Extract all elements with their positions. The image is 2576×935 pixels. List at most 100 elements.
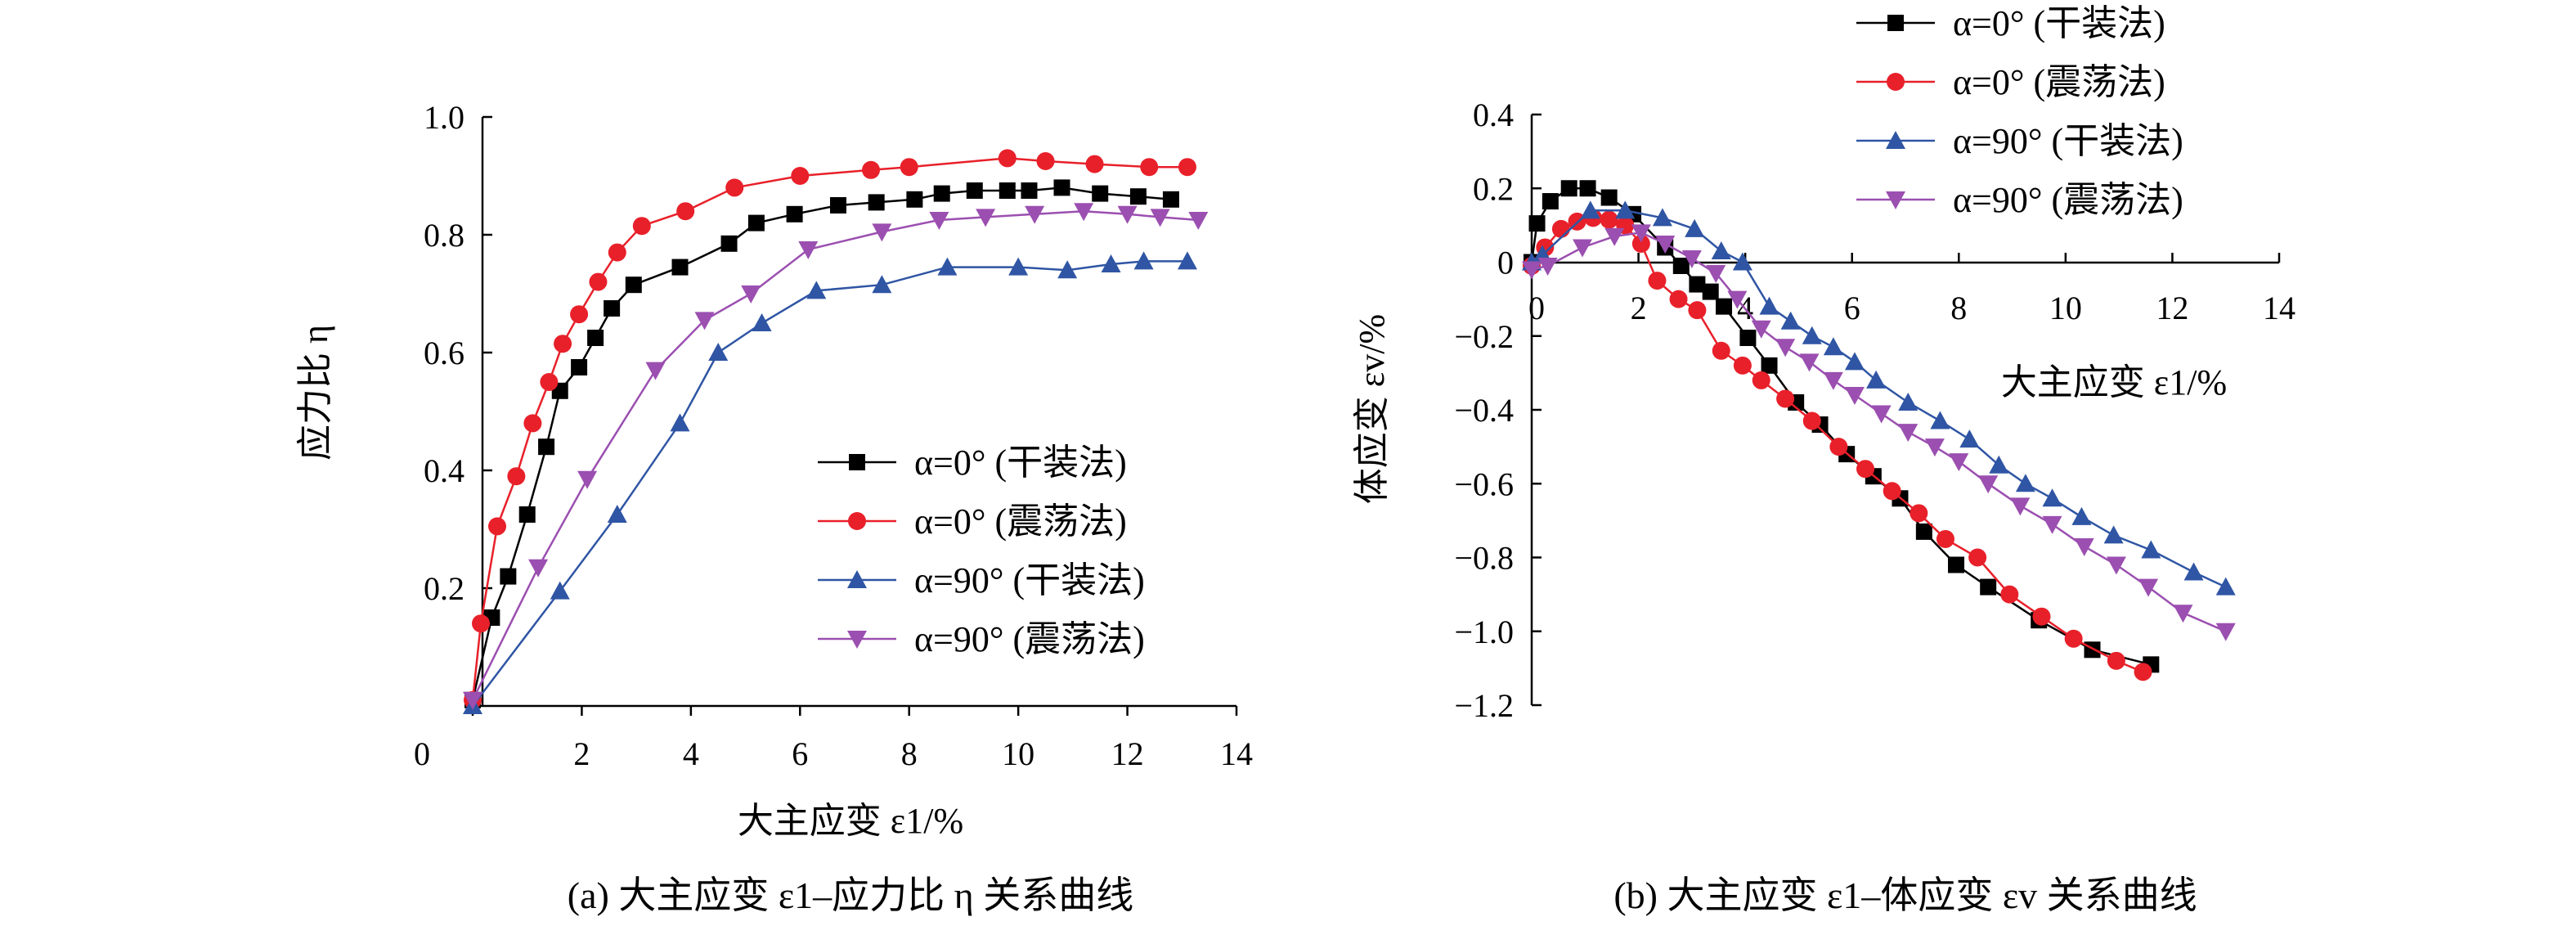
data-point [1652, 208, 1672, 227]
data-point [741, 285, 761, 303]
series-circle [464, 149, 1196, 709]
data-point [2107, 651, 2125, 670]
data-point [1688, 301, 1707, 320]
data-point [1802, 326, 1822, 344]
data-point [1101, 254, 1121, 272]
data-point [1036, 152, 1055, 170]
data-point [2141, 540, 2161, 559]
data-point [1551, 219, 1570, 238]
data-point [2042, 488, 2062, 507]
panel-a-axes: 0 2 4 6 8 10 12 14 0.2 0.4 0.6 0.8 1.0 [414, 99, 1253, 772]
data-point [518, 506, 536, 523]
data-point [550, 581, 570, 600]
data-point [862, 160, 881, 179]
data-point [1615, 200, 1636, 219]
data-point [528, 559, 549, 578]
data-point [1823, 337, 1843, 356]
x-tick-label: 2 [573, 735, 590, 772]
data-point [1716, 298, 1733, 315]
data-point [1910, 504, 1928, 523]
series-line [1530, 187, 2152, 666]
data-point [570, 305, 589, 324]
data-point [1959, 429, 1980, 448]
data-point [2064, 629, 2083, 648]
data-point [1188, 212, 1209, 230]
x-tick-label: 2 [1631, 290, 1647, 326]
data-point [1733, 356, 1752, 375]
data-point [1177, 251, 1197, 270]
data-point [2015, 474, 2035, 492]
panel-b-legend: α=0° (干装法) α=0° (震荡法) α=90° (干装法) α=90° (震荡… [1856, 3, 2183, 220]
data-point [1799, 353, 1820, 372]
legend-label: α=90° (震荡法) [1953, 180, 2183, 220]
data-point [1604, 227, 1625, 246]
data-point [1829, 438, 1848, 456]
data-point [1732, 252, 1752, 271]
data-point [1631, 234, 1650, 253]
legend-label: α=90° (震荡法) [914, 619, 1145, 659]
series-circle [1523, 209, 2152, 681]
data-point [1522, 261, 1542, 280]
x-tick-label: 12 [1111, 735, 1144, 772]
data-point [472, 614, 491, 633]
data-point [1898, 424, 1919, 443]
data-point [752, 313, 772, 331]
data-point [463, 691, 482, 710]
y-tick-label: 0.6 [424, 335, 464, 371]
panel-a-caption: (a) 大主应变 ε1–应力比 η 关系曲线 [568, 874, 1133, 916]
data-point [554, 335, 572, 353]
data-point [1948, 556, 1965, 573]
y-tick-label: −0.2 [1454, 318, 1514, 355]
data-point [900, 158, 918, 177]
x-tick-label: 8 [1950, 290, 1967, 326]
data-point [1580, 200, 1600, 219]
data-point [791, 167, 810, 185]
data-point [2215, 623, 2236, 641]
data-point [1915, 523, 1932, 540]
data-point [806, 281, 827, 299]
data-point [2138, 578, 2159, 597]
data-point [1759, 296, 1779, 315]
data-point [2084, 641, 2101, 659]
data-point [725, 178, 744, 197]
data-point [1823, 371, 1843, 390]
panel-a-series [463, 149, 1209, 714]
data-point [1150, 209, 1170, 227]
data-point [571, 359, 588, 375]
data-point [1866, 370, 1887, 389]
data-point [604, 300, 621, 317]
data-point [540, 373, 559, 391]
x-tick-label: 12 [2156, 290, 2188, 326]
data-point [933, 185, 950, 202]
data-point [747, 214, 765, 232]
y-tick-label: 0.4 [424, 452, 464, 489]
series-line [472, 260, 1187, 707]
legend-marker [1886, 191, 1905, 209]
y-tick-label: 1.0 [424, 99, 464, 136]
y-tick-label: −1.2 [1454, 687, 1514, 724]
y-tick-label: −0.6 [1454, 465, 1514, 502]
x-tick-label: 0 [414, 735, 430, 772]
data-point [1178, 158, 1196, 177]
legend-label: α=90° (干装法) [914, 560, 1145, 600]
x-tick-label: 10 [2049, 290, 2082, 326]
data-point [1775, 339, 1796, 357]
data-point [1712, 341, 1730, 360]
panel-b-x-axis-label: 大主应变 ε1/% [2001, 362, 2227, 402]
data-point [2134, 663, 2152, 681]
data-point [1631, 224, 1651, 243]
data-point [523, 414, 542, 433]
data-point [1117, 205, 1138, 224]
y-tick-label: −0.4 [1454, 392, 1514, 429]
data-point [587, 330, 604, 346]
y-tick-label: 0.2 [1473, 170, 1514, 207]
data-point [872, 223, 892, 242]
legend-label: α=0° (干装法) [1953, 3, 2165, 43]
series-square [464, 179, 1179, 708]
data-point [1898, 392, 1919, 411]
data-point [645, 362, 666, 380]
data-point [676, 202, 695, 221]
data-point [1685, 218, 1705, 237]
x-tick-label: 0 [1528, 290, 1545, 326]
